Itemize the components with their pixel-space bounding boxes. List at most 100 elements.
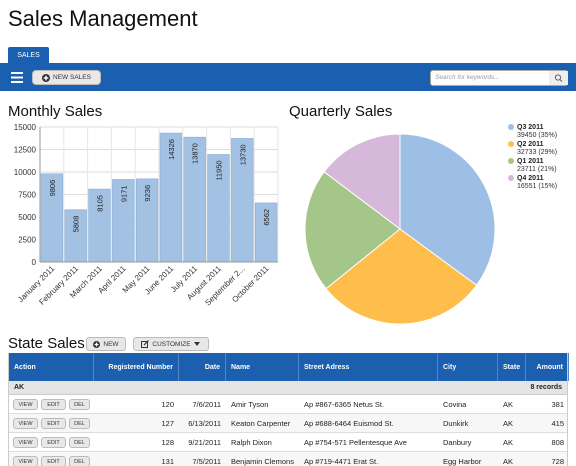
table-cell: Amir Tyson <box>231 399 269 409</box>
legend-value: 39450 (35%) <box>517 132 557 139</box>
bar-value-label: 9171 <box>119 185 128 202</box>
legend-label: Q1 2011 <box>517 158 544 165</box>
new-label: NEW <box>103 340 119 348</box>
table-cell: 7/6/2011 <box>192 399 221 409</box>
bar-value-label: 9806 <box>48 180 57 197</box>
group-count: 8 records <box>530 384 562 391</box>
new-sales-button[interactable]: NEW SALES <box>32 70 101 85</box>
group-label: AK <box>14 384 25 391</box>
y-tick-label: 15000 <box>14 123 37 132</box>
bar-value-label: 5808 <box>72 216 81 233</box>
table-cell: Ralph Dixon <box>231 437 272 447</box>
row-action-button[interactable]: DEL <box>69 418 90 429</box>
table-cell: 381 <box>551 399 564 409</box>
bar-value-label: 13870 <box>191 143 200 164</box>
table: Action Registered Number Date Name Street Ad… <box>8 353 569 466</box>
legend-value: 23711 (21%) <box>517 166 557 173</box>
table-cell: Dunkirk <box>443 418 469 428</box>
plus-icon <box>42 73 51 82</box>
table-cell: 120 <box>161 399 174 409</box>
table-cell: AK <box>503 399 514 409</box>
table-title: State Sales <box>8 335 85 352</box>
chart-title: Monthly Sales <box>8 103 102 120</box>
column-header[interactable]: City <box>438 353 498 381</box>
column-header[interactable]: Date <box>179 353 226 381</box>
column-header[interactable]: Amount <box>526 353 569 381</box>
column-header[interactable]: Name <box>226 353 299 381</box>
row-action-button[interactable]: DEL <box>69 456 90 466</box>
bar-value-label: 6562 <box>262 209 271 226</box>
tab[interactable]: SALES <box>8 47 49 64</box>
y-tick-label: 12500 <box>14 146 37 155</box>
legend-swatch <box>508 141 514 147</box>
plus-icon <box>93 340 101 348</box>
table-cell: Keaton Carpenter <box>231 418 291 428</box>
table-cell: AK <box>503 437 514 447</box>
column-header[interactable]: Action <box>9 353 94 381</box>
page-title: Sales Management <box>8 6 198 31</box>
menu-icon[interactable] <box>11 72 23 83</box>
table-cell: Ap #867-6365 Netus St. <box>304 399 385 409</box>
customize-label: CUSTOMIZE <box>152 340 191 348</box>
row-action-button[interactable]: EDIT <box>41 418 66 429</box>
new-button[interactable]: NEW <box>86 337 126 351</box>
row-action-button[interactable]: VIEW <box>13 399 38 410</box>
edit-icon <box>141 340 150 348</box>
new-sales-label: NEW SALES <box>53 74 91 81</box>
table-cell: 7/5/2011 <box>192 456 221 466</box>
y-tick-label: 2500 <box>18 236 36 245</box>
table-row: VIEW EDIT DEL 127 6/13/2011 Keaton Carpenter A… <box>9 414 567 433</box>
toolbar: NEW SALES Search for keywords... <box>0 64 576 91</box>
table-cell: 9/21/2011 <box>188 437 221 447</box>
row-action-button[interactable]: VIEW <box>13 418 38 429</box>
bar-value-label: 13730 <box>238 144 247 165</box>
search-box[interactable]: Search for keywords... <box>430 70 568 86</box>
y-tick-label: 10000 <box>14 168 37 177</box>
column-header[interactable]: Registered Number <box>94 353 179 381</box>
table-cell: AK <box>503 418 514 428</box>
table-cell: 127 <box>161 418 174 428</box>
group-row: AK 8 records <box>9 381 567 395</box>
table-cell: 128 <box>161 437 174 447</box>
table-cell: 131 <box>161 456 174 466</box>
search-icon[interactable] <box>549 71 568 85</box>
table-cell: 6/13/2011 <box>188 418 221 428</box>
table-cell: AK <box>503 456 514 466</box>
row-action-button[interactable]: VIEW <box>13 437 38 448</box>
y-tick-label: 7500 <box>18 191 36 200</box>
column-header[interactable]: State <box>498 353 526 381</box>
legend-label: Q2 2011 <box>517 141 544 148</box>
search-placeholder: Search for keywords... <box>435 74 500 81</box>
pie-slice <box>304 171 401 290</box>
table-cell: Ap #719-4471 Erat St. <box>304 456 379 466</box>
table-row: VIEW EDIT DEL 120 7/6/2011 Amir Tyson Ap #867-… <box>9 395 567 414</box>
pie-slice <box>323 133 401 231</box>
row-action-button[interactable]: VIEW <box>13 456 38 466</box>
y-tick-label: 5000 <box>18 213 36 222</box>
chart-title: Quarterly Sales <box>289 103 392 120</box>
legend-label: Q4 2011 <box>517 175 544 182</box>
column-header[interactable]: Street Adress <box>299 353 438 381</box>
table-cell: 808 <box>551 437 564 447</box>
table-cell: Covina <box>443 399 467 409</box>
table-header: Action Registered Number Date Name Street Ad… <box>9 353 569 381</box>
y-tick-label: 0 <box>32 258 37 267</box>
pie-slice <box>325 228 478 325</box>
row-action-button[interactable]: DEL <box>69 399 90 410</box>
legend-label: Q3 2011 <box>517 124 544 131</box>
legend-value: 32733 (29%) <box>517 149 557 156</box>
table-cell: 728 <box>551 456 564 466</box>
row-action-button[interactable]: EDIT <box>41 456 66 466</box>
row-action-button[interactable]: EDIT <box>41 399 66 410</box>
customize-button[interactable]: CUSTOMIZE <box>133 337 209 351</box>
table-cell: 415 <box>551 418 564 428</box>
table-row: VIEW EDIT DEL 131 7/5/2011 Benjamin Clemons Ap… <box>9 452 567 466</box>
legend-swatch <box>508 175 514 181</box>
table-cell: Ap #754-571 Pellentesque Ave <box>304 437 407 447</box>
bar-value-label: 9236 <box>143 185 152 202</box>
row-action-button[interactable]: DEL <box>69 437 90 448</box>
bar-value-label: 14326 <box>167 139 176 160</box>
legend-value: 16551 (15%) <box>517 183 557 190</box>
bar-value-label: 8105 <box>96 195 105 212</box>
row-action-button[interactable]: EDIT <box>41 437 66 448</box>
